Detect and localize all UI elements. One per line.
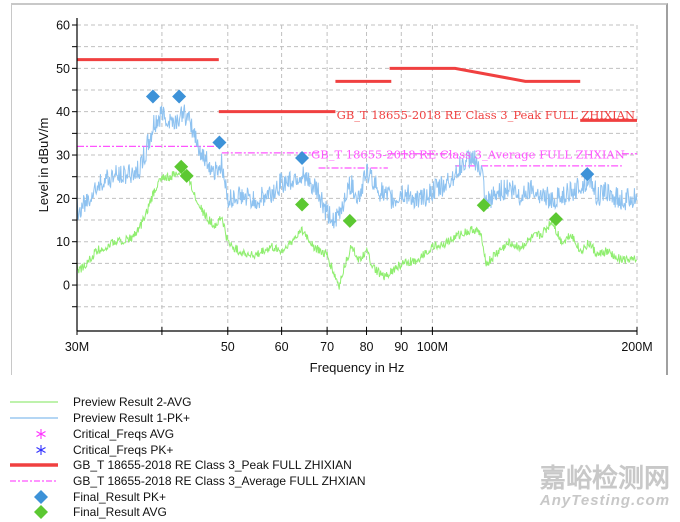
legend-label: Preview Result 2-AVG bbox=[73, 395, 192, 409]
diamond-marker-icon bbox=[295, 197, 310, 212]
legend-item-preview-pk: Preview Result 1-PK+ bbox=[0, 410, 420, 426]
line-swatch-icon bbox=[10, 401, 58, 403]
limit-label: GB_T 18655-2018 RE Class 3_Peak FULL ZHI… bbox=[337, 108, 635, 122]
y-tick-label: 60 bbox=[56, 19, 70, 33]
x-tick-label: 100M bbox=[417, 340, 448, 354]
x-tick-label: 30M bbox=[65, 340, 89, 354]
diamond-marker-icon bbox=[548, 212, 563, 227]
legend-label: GB_T 18655-2018 RE Class 3_Peak FULL ZHI… bbox=[73, 458, 352, 472]
diamond-icon bbox=[34, 490, 48, 504]
diamond-icon bbox=[34, 505, 48, 519]
diamond-marker-icon bbox=[174, 159, 189, 174]
legend-item-critical-pk: Critical_Freqs PK+ bbox=[0, 442, 420, 458]
legend-item-critical-avg: Critical_Freqs AVG bbox=[0, 426, 420, 442]
legend-label: Final_Result AVG bbox=[73, 505, 167, 519]
diamond-marker-icon bbox=[476, 198, 491, 213]
final-result-markers bbox=[145, 89, 595, 228]
diamond-marker-icon bbox=[295, 151, 310, 166]
legend-label: Critical_Freqs PK+ bbox=[73, 443, 174, 457]
legend-label: Preview Result 1-PK+ bbox=[73, 411, 191, 425]
legend-item-final-pk: Final_Result PK+ bbox=[0, 489, 420, 505]
line-swatch-icon bbox=[10, 417, 58, 419]
asterisk-icon bbox=[36, 429, 46, 439]
diamond-marker-icon bbox=[580, 167, 595, 182]
y-tick-label: 40 bbox=[56, 105, 70, 119]
legend-item-preview-avg: Preview Result 2-AVG bbox=[0, 394, 420, 410]
asterisk-icon bbox=[36, 445, 46, 455]
chart-frame bbox=[11, 3, 668, 375]
x-tick-label: 70 bbox=[320, 340, 334, 354]
diamond-marker-icon bbox=[342, 213, 357, 228]
x-tick-label: 50 bbox=[221, 340, 235, 354]
trace-line bbox=[76, 104, 638, 229]
y-tick-label: 0 bbox=[63, 279, 70, 293]
y-tick-label: 50 bbox=[56, 62, 70, 76]
legend-item-average-limit: GB_T 18655-2018 RE Class 3_Average FULL … bbox=[0, 473, 420, 489]
x-tick-label: 200M bbox=[621, 340, 652, 354]
y-tick-label: 30 bbox=[56, 149, 70, 163]
diamond-marker-icon bbox=[179, 168, 194, 183]
diamond-marker-icon bbox=[212, 135, 227, 150]
legend-label: Final_Result PK+ bbox=[73, 490, 167, 504]
diamond-marker-icon bbox=[145, 89, 160, 104]
limit-label: GB_T 18655-2018 RE Class 3_Average FULL … bbox=[311, 147, 625, 161]
y-tick-label: 10 bbox=[56, 235, 70, 249]
watermark-cn: 嘉峪检测网 bbox=[539, 463, 670, 493]
emi-chart: GB_T 18655-2018 RE Class 3_Peak FULL ZHI… bbox=[36, 18, 653, 375]
trace-line bbox=[76, 168, 638, 290]
legend-item-peak-limit: GB_T 18655-2018 RE Class 3_Peak FULL ZHI… bbox=[0, 457, 420, 473]
watermark: 嘉峪检测网 AnyTesting.com bbox=[530, 463, 680, 509]
x-tick-label: 90 bbox=[394, 340, 408, 354]
limit-labels: GB_T 18655-2018 RE Class 3_Peak FULL ZHI… bbox=[311, 108, 635, 161]
legend-label: GB_T 18655-2018 RE Class 3_Average FULL … bbox=[73, 474, 366, 488]
x-tick-label: 60 bbox=[275, 340, 289, 354]
measurement-traces bbox=[76, 104, 638, 290]
legend-item-final-avg: Final_Result AVG bbox=[0, 504, 420, 520]
thick-line-swatch-icon bbox=[10, 463, 58, 467]
grid-lines bbox=[76, 24, 638, 331]
y-axis-label: Level in dBuV/m bbox=[36, 118, 51, 213]
dash-dot-swatch-icon bbox=[10, 480, 58, 482]
legend-label: Critical_Freqs AVG bbox=[73, 427, 175, 441]
watermark-en: AnyTesting.com bbox=[539, 492, 671, 509]
diamond-marker-icon bbox=[172, 89, 187, 104]
y-tick-label: 20 bbox=[56, 192, 70, 206]
x-tick-label: 80 bbox=[360, 340, 374, 354]
axes: 60 50 40 30 20 10 0 30M 50 60 70 80 90 100M 200M bbox=[56, 18, 653, 354]
x-axis-label: Frequency in Hz bbox=[310, 360, 405, 375]
